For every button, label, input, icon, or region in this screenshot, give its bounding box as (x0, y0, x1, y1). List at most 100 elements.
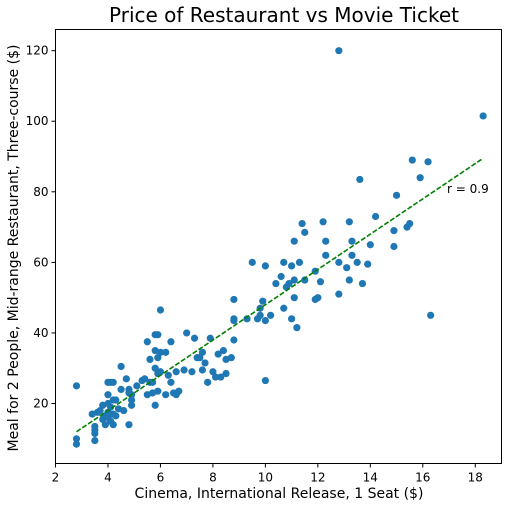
data-point (290, 276, 298, 284)
chart-title: Price of Restaurant vs Movie Ticket (109, 3, 459, 27)
x-tick-label: 16 (415, 471, 430, 485)
data-point (356, 175, 364, 184)
data-point (345, 218, 353, 226)
y-tick-label: 100 (26, 114, 49, 128)
data-point (91, 422, 99, 431)
data-point (117, 362, 125, 371)
data-point (390, 242, 398, 251)
correlation-annotation: r = 0.9 (447, 182, 489, 196)
data-point (106, 403, 115, 411)
data-point (190, 334, 199, 342)
data-point (406, 219, 414, 228)
data-point (335, 290, 343, 298)
data-point (424, 158, 432, 166)
data-point (227, 354, 235, 362)
data-point (261, 316, 269, 325)
data-point (109, 421, 117, 429)
data-point (261, 376, 269, 385)
data-point (148, 378, 157, 386)
y-tick-label: 40 (33, 326, 48, 340)
plot-frame (55, 29, 502, 464)
data-point (104, 391, 112, 399)
data-point (222, 369, 230, 378)
data-point (91, 436, 99, 445)
data-point (183, 329, 191, 337)
data-point (280, 304, 288, 312)
data-point (141, 375, 149, 383)
data-point (293, 324, 301, 332)
data-point (277, 272, 285, 281)
data-point (290, 294, 298, 302)
data-point (167, 378, 175, 386)
x-tick-label: 8 (209, 471, 217, 485)
data-point (156, 368, 165, 376)
data-point (201, 359, 209, 367)
x-axis-label: Cinema, International Release, 1 Seat ($… (135, 486, 424, 502)
data-point (175, 387, 183, 395)
data-point (204, 378, 212, 386)
data-point (167, 338, 175, 346)
data-point (348, 237, 356, 245)
data-point (267, 311, 275, 319)
data-point (125, 421, 133, 429)
data-point (230, 336, 238, 344)
data-point (316, 278, 325, 286)
data-point (230, 295, 238, 304)
data-point (335, 47, 343, 55)
data-point (301, 228, 309, 236)
data-points (72, 47, 487, 448)
data-point (248, 258, 256, 266)
data-point (154, 331, 162, 339)
data-point (162, 391, 170, 399)
data-point (348, 251, 356, 259)
data-point (298, 219, 306, 228)
data-point (112, 396, 120, 404)
data-point (319, 218, 327, 226)
data-point (146, 355, 154, 364)
data-point (358, 279, 367, 288)
data-point (366, 241, 374, 249)
data-point (164, 371, 172, 379)
data-point (198, 348, 207, 356)
data-point (272, 279, 280, 288)
data-point (72, 440, 81, 448)
x-tick-label: 2 (52, 471, 60, 485)
data-point (390, 227, 398, 235)
data-point (72, 435, 81, 443)
x-tick-label: 14 (363, 471, 378, 485)
data-point (198, 366, 207, 374)
axis-ticks: 2 4 6 8 10 12 14 16 18 20 40 60 80 100 120 (26, 44, 483, 485)
data-point (290, 237, 298, 245)
data-point (162, 348, 170, 356)
data-point (109, 378, 117, 386)
data-point (243, 315, 251, 323)
data-point (256, 311, 264, 319)
data-point (211, 373, 220, 381)
data-point (335, 258, 343, 266)
trend-line (76, 157, 484, 433)
data-point (122, 375, 130, 383)
data-point (72, 382, 81, 390)
data-point (127, 401, 136, 409)
x-tick-label: 12 (310, 471, 325, 485)
data-point (133, 382, 141, 390)
data-point (156, 306, 165, 314)
data-point (156, 348, 165, 356)
data-point (408, 156, 416, 164)
data-point (127, 396, 136, 404)
data-point (288, 262, 296, 270)
data-point (172, 368, 180, 376)
data-point (416, 174, 424, 182)
data-point (371, 212, 380, 221)
data-point (180, 366, 188, 374)
data-point (343, 264, 351, 272)
data-point (259, 297, 267, 305)
data-point (143, 338, 151, 346)
data-point (427, 311, 435, 319)
x-tick-label: 4 (104, 471, 112, 485)
data-point (314, 294, 322, 302)
data-point (230, 315, 238, 323)
y-axis-label: Meal for 2 People, Mid-range Restaurant,… (6, 45, 22, 452)
data-point (301, 276, 309, 284)
